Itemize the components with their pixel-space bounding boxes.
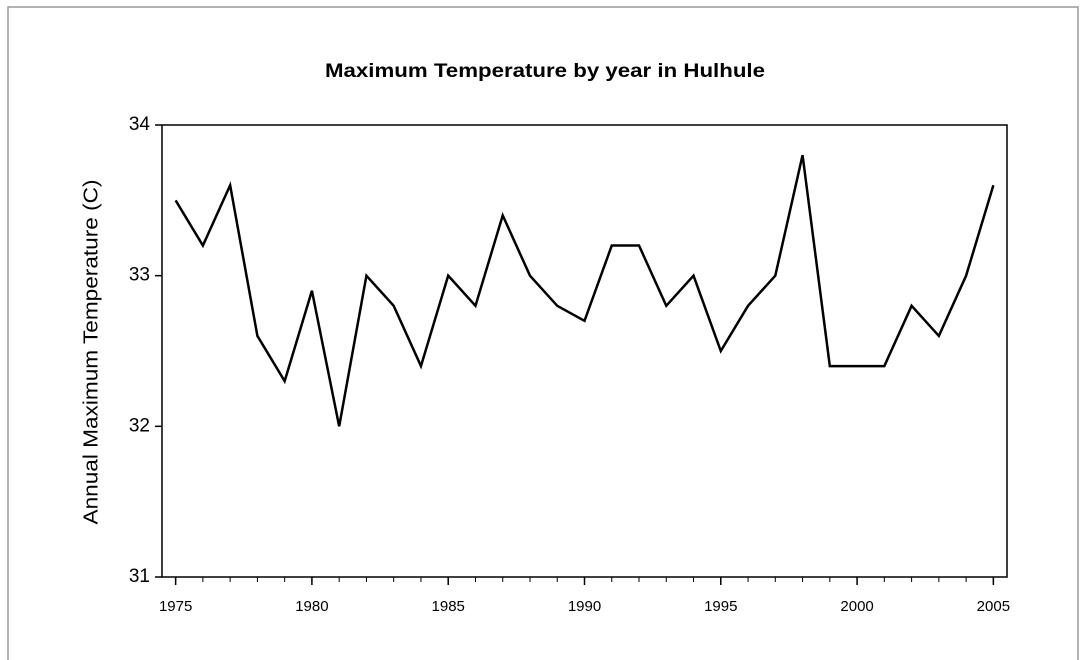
x-tick-label: 1980: [295, 598, 328, 615]
x-tick-label: 1985: [432, 598, 465, 615]
x-tick-label: 1995: [704, 598, 737, 615]
chart-title: Maximum Temperature by year in Hulhule: [325, 61, 765, 82]
x-tick-label: 2000: [840, 598, 873, 615]
y-tick-label: 31: [129, 566, 150, 587]
plot-area: [161, 124, 1008, 578]
y-tick-label: 32: [129, 415, 150, 436]
line: [174, 154, 995, 427]
frame: [7, 6, 1079, 660]
y-axis-label: Annual Maximum Temperature (C): [80, 180, 102, 525]
x-tick-label: 2005: [977, 598, 1010, 615]
x-tick-label: 1975: [159, 598, 192, 615]
x-tick-label: 1990: [568, 598, 601, 615]
y-tick-label: 34: [129, 114, 151, 135]
y-tick-label: 33: [129, 265, 150, 286]
